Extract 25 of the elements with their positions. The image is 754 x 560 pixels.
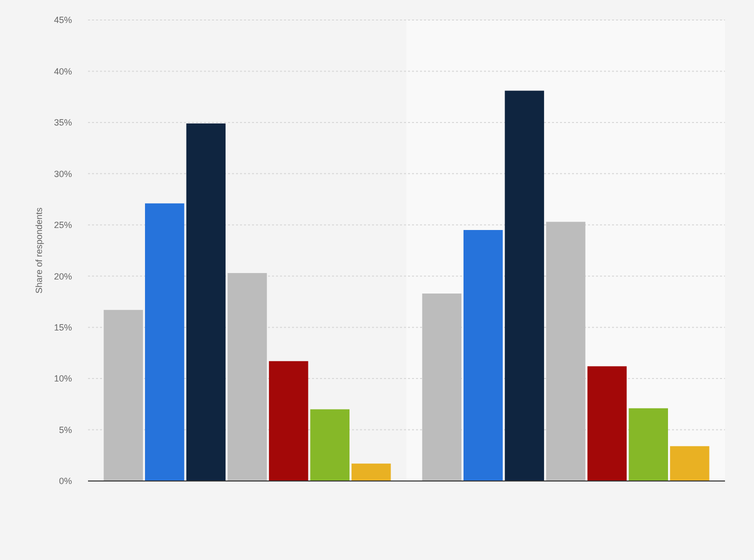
y-tick-label: 0%: [58, 476, 72, 486]
y-tick-label: 5%: [58, 424, 72, 435]
y-tick-label: 15%: [54, 322, 72, 332]
y-axis-title: Share of respondents: [34, 206, 44, 294]
bar: [670, 446, 710, 481]
y-tick-label: 10%: [54, 374, 72, 384]
y-tick-label: 20%: [54, 271, 72, 282]
y-tick-label: 25%: [54, 220, 72, 230]
bar: [464, 230, 503, 481]
y-tick-label: 40%: [54, 66, 72, 76]
bar: [145, 203, 184, 481]
bar: [104, 310, 143, 481]
bar: [228, 273, 267, 481]
bar: [504, 90, 544, 481]
y-tick-label: 30%: [54, 168, 72, 179]
y-tick-label: 45%: [54, 15, 72, 26]
bar: [628, 408, 668, 481]
bar: [310, 409, 350, 481]
bar: [352, 464, 391, 481]
bar: [422, 294, 462, 481]
bar: [268, 361, 308, 481]
bar: [546, 222, 586, 481]
y-tick-label: 35%: [54, 118, 72, 128]
bar: [587, 366, 627, 481]
bar: [186, 123, 226, 481]
